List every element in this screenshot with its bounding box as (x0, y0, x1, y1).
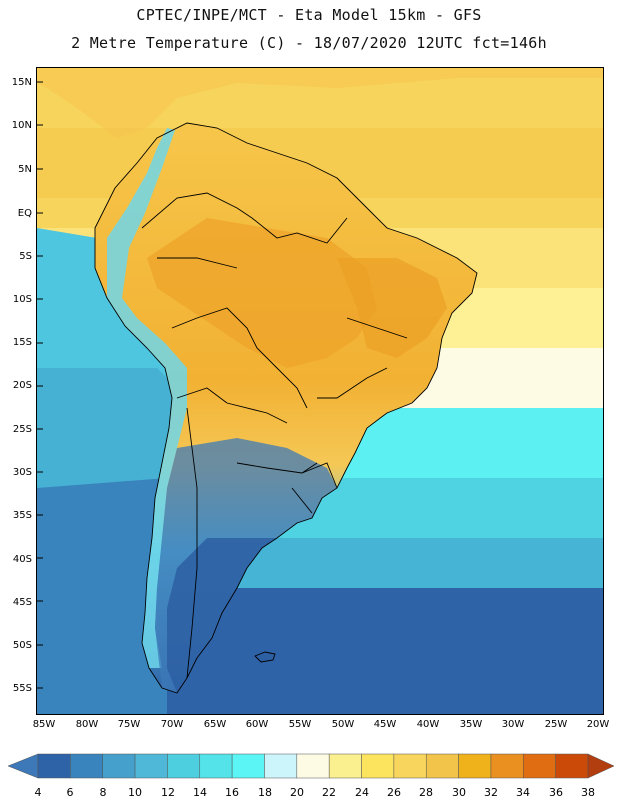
lon-label: 60W (246, 719, 269, 730)
lat-label: 50S (13, 640, 32, 651)
colorbar-tick: 22 (322, 786, 336, 799)
lon-label: 40W (417, 719, 440, 730)
lat-label: 40S (13, 554, 32, 565)
colorbar-tick: 20 (290, 786, 304, 799)
colorbar-cell (459, 754, 491, 778)
colorbar-tick: 12 (161, 786, 175, 799)
colorbar-tick: 16 (225, 786, 239, 799)
lat-label: 20S (13, 380, 32, 391)
colorbar-cell (362, 754, 394, 778)
axis-labels: 15N 10N 5N EQ 5S 10S 15S 20S 25S 30S 35S… (0, 0, 618, 800)
lat-label: 55S (13, 683, 32, 694)
longitude-labels: 85W 80W 75W 70W 65W 60W 55W 50W 45W 40W … (33, 719, 610, 730)
colorbar-tick: 36 (549, 786, 563, 799)
lat-label: EQ (18, 208, 32, 219)
lon-label: 45W (374, 719, 397, 730)
colorbar-right-arrow (588, 754, 614, 778)
lon-label: 75W (118, 719, 141, 730)
colorbar-cells (38, 754, 588, 778)
colorbar-tick-labels: 4 6 8 10 12 14 16 18 20 22 24 26 28 30 3… (35, 786, 596, 799)
colorbar-tick: 24 (355, 786, 369, 799)
colorbar-cell (491, 754, 523, 778)
lat-label: 15N (12, 77, 32, 88)
lon-label: 80W (76, 719, 99, 730)
colorbar-tick: 30 (452, 786, 466, 799)
lon-label: 85W (33, 719, 56, 730)
colorbar-cell (426, 754, 458, 778)
colorbar-cell (103, 754, 135, 778)
colorbar-cell (297, 754, 329, 778)
colorbar-tick: 8 (100, 786, 107, 799)
lon-label: 55W (289, 719, 312, 730)
lon-label: 20W (587, 719, 610, 730)
colorbar-cell (135, 754, 167, 778)
lat-label: 15S (13, 337, 32, 348)
colorbar-cell (232, 754, 264, 778)
colorbar-cell (200, 754, 232, 778)
lat-label: 5N (18, 164, 32, 175)
colorbar-tick: 34 (516, 786, 530, 799)
lat-label: 25S (13, 424, 32, 435)
lon-label: 65W (204, 719, 227, 730)
colorbar-tick: 4 (35, 786, 42, 799)
colorbar-tick: 6 (67, 786, 74, 799)
color-legend: 4 6 8 10 12 14 16 18 20 22 24 26 28 30 3… (8, 754, 614, 799)
lon-label: 70W (161, 719, 184, 730)
lat-label: 45S (13, 597, 32, 608)
colorbar-tick: 18 (258, 786, 272, 799)
colorbar-tick: 14 (193, 786, 207, 799)
colorbar-cell (167, 754, 199, 778)
colorbar-tick: 32 (484, 786, 498, 799)
colorbar-tick: 10 (128, 786, 142, 799)
lat-label: 35S (13, 510, 32, 521)
lat-label: 30S (13, 467, 32, 478)
colorbar-tick: 38 (581, 786, 595, 799)
lon-label: 30W (502, 719, 525, 730)
lat-label: 10S (13, 294, 32, 305)
colorbar-cell (329, 754, 361, 778)
latitude-labels: 15N 10N 5N EQ 5S 10S 15S 20S 25S 30S 35S… (12, 77, 32, 694)
colorbar-cell (394, 754, 426, 778)
lat-label: 10N (12, 120, 32, 131)
lon-label: 50W (332, 719, 355, 730)
colorbar-tick: 28 (419, 786, 433, 799)
lat-label: 5S (19, 251, 32, 262)
colorbar-cell (264, 754, 296, 778)
lon-label: 35W (460, 719, 483, 730)
colorbar-cell (38, 754, 70, 778)
lon-label: 25W (545, 719, 568, 730)
colorbar-cell (70, 754, 102, 778)
colorbar-left-arrow (8, 754, 38, 778)
colorbar-cell (556, 754, 588, 778)
colorbar-cell (523, 754, 555, 778)
colorbar-tick: 26 (387, 786, 401, 799)
